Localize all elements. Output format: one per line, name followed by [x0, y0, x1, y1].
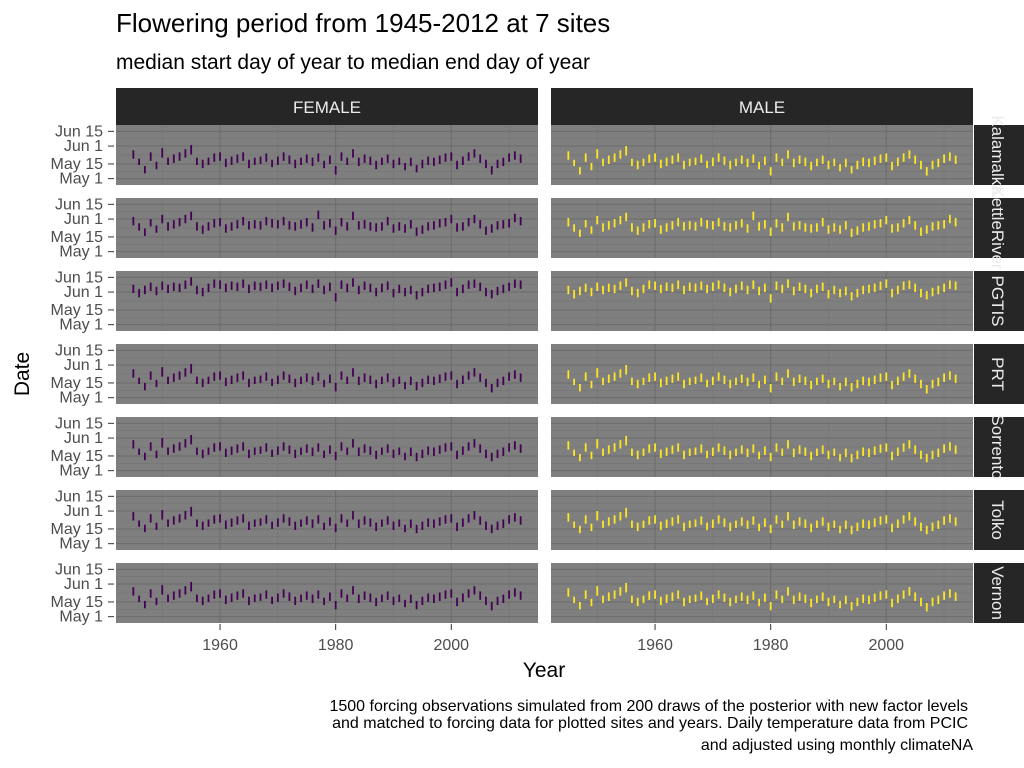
strip-label-female: FEMALE	[293, 98, 361, 117]
y-axis-title: Date	[11, 352, 34, 396]
y-tick-label: May 1	[59, 317, 103, 334]
row-strip-tolko	[974, 490, 1024, 550]
y-tick-label: May 1	[59, 463, 103, 480]
strip-label-male: MALE	[739, 98, 785, 117]
panel-kettleriver-female	[116, 198, 538, 258]
y-tick-label: Jun 1	[64, 138, 103, 155]
y-tick-label: May 15	[51, 594, 104, 611]
y-tick-label: May 1	[59, 171, 103, 188]
y-tick-label: Jun 15	[55, 123, 103, 140]
panel-tolko-female	[116, 490, 538, 550]
x-tick-label: 2000	[433, 637, 469, 654]
caption-line-1: 1500 forcing observations simulated from…	[329, 698, 968, 715]
row-strip-kalamalka	[974, 125, 1024, 185]
strip-female	[116, 88, 538, 125]
y-tick-label: Jun 15	[55, 196, 103, 213]
y-tick-label: May 15	[51, 229, 104, 246]
panel-prt-male	[551, 344, 973, 404]
row-label-kalamalka: Kalamalka	[988, 115, 1007, 195]
y-tick-label: Jun 1	[64, 211, 103, 228]
y-tick-label: May 15	[51, 302, 104, 319]
y-tick-label: Jun 15	[55, 342, 103, 359]
panel-kalamalka-female	[116, 125, 538, 185]
panel-sorrento-female	[116, 417, 538, 477]
y-tick-label: May 1	[59, 609, 103, 626]
x-tick-label: 2000	[868, 637, 904, 654]
panel-tolko-male	[551, 490, 973, 550]
x-tick-label: 1980	[318, 637, 354, 654]
row-strip-prt	[974, 344, 1024, 404]
y-tick-label: May 1	[59, 244, 103, 261]
y-tick-label: Jun 1	[64, 576, 103, 593]
panel-kalamalka-male	[551, 125, 973, 185]
panel-kettleriver-male	[551, 198, 973, 258]
strip-male	[551, 88, 973, 125]
y-tick-label: Jun 1	[64, 430, 103, 447]
y-tick-label: Jun 15	[55, 561, 103, 578]
y-tick-label: May 15	[51, 375, 104, 392]
y-tick-label: May 1	[59, 390, 103, 407]
y-tick-label: May 1	[59, 536, 103, 553]
chart-title: Flowering period from 1945-2012 at 7 sit…	[116, 8, 610, 38]
x-tick-label: 1960	[202, 637, 238, 654]
panel-vernon-female	[116, 563, 538, 623]
y-tick-label: May 15	[51, 448, 104, 465]
y-tick-label: Jun 15	[55, 415, 103, 432]
x-axes: 1960 1980 2000 1960 1980 2000	[202, 624, 904, 654]
y-tick-label: Jun 15	[55, 488, 103, 505]
panel-sorrento-male	[551, 417, 973, 477]
y-tick-label: Jun 15	[55, 269, 103, 286]
row-label-kettleriver: KettleRiver	[988, 186, 1007, 269]
x-tick-label: 1980	[753, 637, 789, 654]
row-label-prt: PRT	[988, 357, 1007, 391]
x-tick-label: 1960	[637, 637, 673, 654]
row-strip-vernon	[974, 563, 1024, 623]
caption-line-3: and adjusted using monthly climateNA	[701, 737, 973, 754]
y-tick-label: Jun 1	[64, 357, 103, 374]
y-tick-label: Jun 1	[64, 284, 103, 301]
row-label-tolko: Tolko	[988, 500, 1007, 540]
row-strip-kettleriver	[974, 198, 1024, 258]
row-strip-pgtis	[974, 271, 1024, 331]
y-tick-label: May 15	[51, 156, 104, 173]
panel-vernon-male	[551, 563, 973, 623]
row-label-sorrento: Sorrento	[988, 414, 1007, 479]
row-label-vernon: Vernon	[988, 566, 1007, 620]
panel-pgtis-female	[116, 271, 538, 331]
x-axis-title: Year	[523, 659, 565, 682]
y-tick-label: May 15	[51, 521, 104, 538]
caption-line-2: and matched to forcing data for plotted …	[332, 715, 968, 732]
chart-subtitle: median start day of year to median end d…	[116, 51, 590, 74]
y-tick-label: Jun 1	[64, 503, 103, 520]
panel-prt-female	[116, 344, 538, 404]
panel-pgtis-male	[551, 271, 973, 331]
row-label-pgtis: PGTIS	[988, 275, 1007, 326]
row-strip-sorrento	[974, 417, 1024, 477]
